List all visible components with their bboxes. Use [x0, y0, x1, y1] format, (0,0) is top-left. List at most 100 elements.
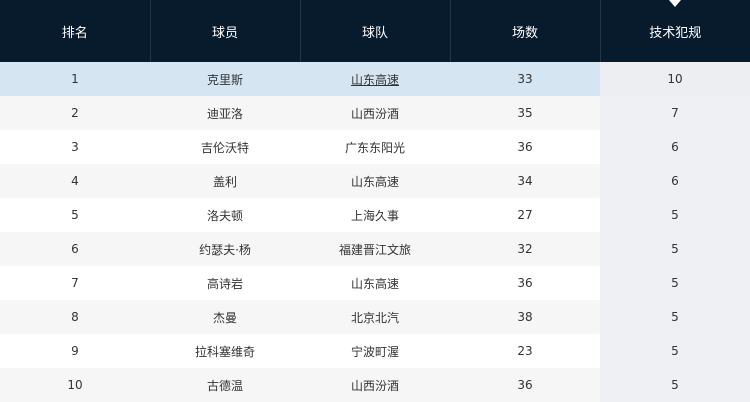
rank-cell: 7	[0, 266, 150, 300]
player-text: 古德温	[206, 378, 243, 393]
technical-fouls-text: 6	[671, 140, 679, 154]
games-text: 36	[517, 140, 533, 154]
player-cell: 杰曼	[150, 300, 300, 334]
team-cell: 宁波町渥	[300, 334, 450, 368]
games-text: 27	[517, 208, 533, 222]
games-cell: 34	[450, 164, 600, 198]
technical-fouls-cell: 5	[600, 300, 750, 334]
rank-cell: 8	[0, 300, 150, 334]
team-cell: 山东高速	[300, 266, 450, 300]
technical-fouls-text: 5	[671, 242, 679, 256]
games-cell: 36	[450, 266, 600, 300]
table-row[interactable]: 8 杰曼 北京北汽 38 5	[0, 300, 750, 334]
team-cell: 上海久事	[300, 198, 450, 232]
player-cell: 洛夫顿	[150, 198, 300, 232]
games-cell: 27	[450, 198, 600, 232]
team-cell: 广东东阳光	[300, 130, 450, 164]
technical-fouls-cell: 5	[600, 334, 750, 368]
team-text: 山东高速	[350, 276, 399, 291]
col-technical-fouls-label: 技术犯规	[649, 25, 702, 41]
games-cell: 36	[450, 368, 600, 402]
col-team[interactable]: 球队	[300, 0, 451, 62]
games-text: 36	[517, 276, 533, 290]
rank-text: 5	[71, 208, 79, 222]
technical-fouls-cell: 6	[600, 130, 750, 164]
player-cell: 盖利	[150, 164, 300, 198]
team-cell: 北京北汽	[300, 300, 450, 334]
table-row[interactable]: 2 迪亚洛 山西汾酒 35 7	[0, 96, 750, 130]
rank-text: 8	[71, 310, 79, 324]
technical-fouls-text: 6	[671, 174, 679, 188]
team-cell: 山东高速	[300, 164, 450, 198]
rank-text: 6	[71, 242, 79, 256]
table-row[interactable]: 6 约瑟夫·杨 福建晋江文旅 32 5	[0, 232, 750, 266]
technical-fouls-cell: 10	[600, 62, 750, 96]
rank-cell: 2	[0, 96, 150, 130]
games-cell: 38	[450, 300, 600, 334]
games-cell: 32	[450, 232, 600, 266]
games-text: 36	[517, 378, 533, 392]
header-row: 排名 球员 球队 场数 技术犯规	[0, 0, 750, 62]
player-cell: 古德温	[150, 368, 300, 402]
table-row[interactable]: 3 吉伦沃特 广东东阳光 36 6	[0, 130, 750, 164]
team-text: 山西汾酒	[350, 378, 399, 393]
col-player[interactable]: 球员	[150, 0, 301, 62]
table-row[interactable]: 9 拉科塞维奇 宁波町渥 23 5	[0, 334, 750, 368]
rank-cell: 5	[0, 198, 150, 232]
team-cell: 山东高速	[300, 62, 450, 96]
team-text: 宁波町渥	[350, 344, 399, 359]
player-text: 迪亚洛	[206, 106, 243, 121]
team-text[interactable]: 山东高速	[350, 72, 399, 87]
rank-cell: 1	[0, 62, 150, 96]
col-games[interactable]: 场数	[450, 0, 601, 62]
table-row[interactable]: 5 洛夫顿 上海久事 27 5	[0, 198, 750, 232]
player-text: 拉科塞维奇	[194, 344, 255, 359]
table-row[interactable]: 1 克里斯 山东高速 33 10	[0, 62, 750, 96]
team-text: 广东东阳光	[344, 140, 405, 155]
games-cell: 33	[450, 62, 600, 96]
table-row[interactable]: 10 古德温 山西汾酒 36 5	[0, 368, 750, 402]
rank-cell: 4	[0, 164, 150, 198]
technical-fouls-text: 5	[671, 310, 679, 324]
technical-fouls-cell: 5	[600, 232, 750, 266]
technical-fouls-text: 5	[671, 208, 679, 222]
col-technical-fouls[interactable]: 技术犯规	[600, 0, 750, 62]
games-text: 33	[517, 72, 533, 86]
player-text: 盖利	[212, 174, 237, 189]
technical-fouls-cell: 5	[600, 198, 750, 232]
rank-text: 1	[71, 72, 79, 86]
player-cell: 约瑟夫·杨	[150, 232, 300, 266]
player-cell: 吉伦沃特	[150, 130, 300, 164]
player-text: 高诗岩	[206, 276, 243, 291]
team-text: 山西汾酒	[350, 106, 399, 121]
rank-text: 7	[71, 276, 79, 290]
rank-cell: 3	[0, 130, 150, 164]
team-text: 福建晋江文旅	[338, 242, 411, 257]
col-rank[interactable]: 排名	[0, 0, 151, 62]
team-text: 北京北汽	[350, 310, 399, 325]
rank-text: 2	[71, 106, 79, 120]
player-cell: 高诗岩	[150, 266, 300, 300]
rank-text: 3	[71, 140, 79, 154]
table-row[interactable]: 7 高诗岩 山东高速 36 5	[0, 266, 750, 300]
games-text: 34	[517, 174, 533, 188]
team-cell: 福建晋江文旅	[300, 232, 450, 266]
player-text: 约瑟夫·杨	[199, 242, 251, 257]
technical-fouls-text: 5	[671, 344, 679, 358]
technical-fouls-cell: 7	[600, 96, 750, 130]
rank-text: 9	[71, 344, 79, 358]
rank-text: 4	[71, 174, 79, 188]
games-cell: 36	[450, 130, 600, 164]
player-text: 克里斯	[206, 72, 243, 87]
technical-fouls-cell: 6	[600, 164, 750, 198]
games-text: 35	[517, 106, 533, 120]
games-cell: 35	[450, 96, 600, 130]
technical-fouls-text: 7	[671, 106, 679, 120]
rank-cell: 10	[0, 368, 150, 402]
table-row[interactable]: 4 盖利 山东高速 34 6	[0, 164, 750, 198]
player-text: 杰曼	[212, 310, 237, 325]
games-cell: 23	[450, 334, 600, 368]
technical-fouls-text: 5	[671, 378, 679, 392]
team-cell: 山西汾酒	[300, 96, 450, 130]
